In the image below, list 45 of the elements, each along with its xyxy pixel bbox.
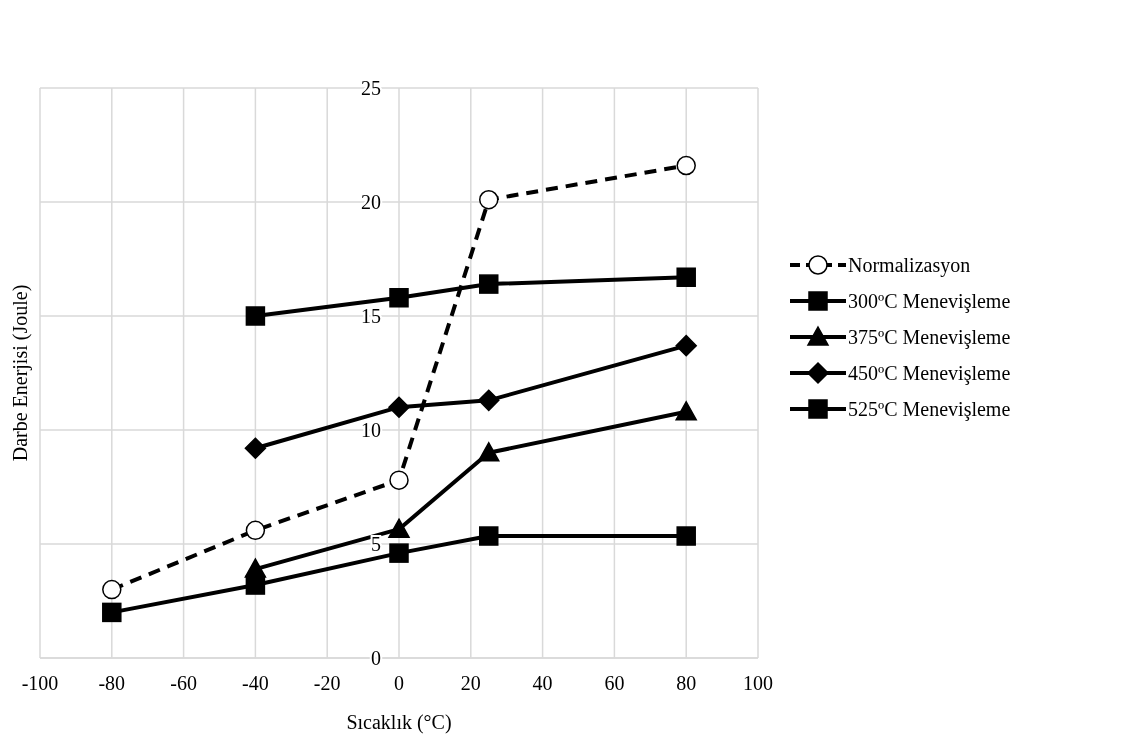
- point: [675, 334, 697, 357]
- point: [389, 543, 409, 563]
- point: [478, 442, 500, 462]
- x-tick-label: -20: [313, 672, 341, 695]
- point: [676, 526, 696, 546]
- y-axis-title: Darbe Enerjisi (Joule): [9, 284, 33, 462]
- point: [389, 470, 409, 490]
- x-tick-label: 80: [676, 672, 697, 695]
- legend-label: 525ºC Menevişleme: [848, 397, 1011, 421]
- point: [102, 579, 122, 600]
- point: [479, 274, 499, 294]
- point: [102, 602, 122, 623]
- x-tick-label: -100: [21, 672, 59, 695]
- point: [478, 389, 500, 412]
- y-tick-label: 25: [361, 77, 381, 99]
- x-tick-label: -60: [170, 672, 197, 695]
- x-tick-label: 0: [394, 672, 404, 695]
- point: [388, 396, 410, 418]
- x-tick-label: 60: [604, 672, 625, 695]
- x-tick-label: 20: [460, 672, 481, 695]
- x-tick-label: -80: [98, 672, 126, 695]
- x-tick-label: 100: [743, 672, 773, 695]
- y-tick-label: 15: [361, 305, 381, 327]
- point: [676, 155, 696, 176]
- legend-label: 300ºC Menevişleme: [848, 289, 1011, 313]
- legend-label: 450ºC Menevişleme: [848, 361, 1011, 385]
- point: [388, 518, 410, 538]
- y-tick-label: 0: [371, 647, 381, 669]
- point: [244, 558, 267, 578]
- point: [675, 401, 697, 421]
- legend-label: Normalizasyon: [848, 253, 971, 277]
- point: [479, 189, 499, 210]
- legend-label: 375ºC Menevişleme: [848, 325, 1011, 349]
- point: [245, 520, 266, 541]
- point: [245, 306, 266, 326]
- y-tick-label: 10: [361, 419, 381, 441]
- point: [479, 526, 499, 546]
- point: [389, 288, 409, 308]
- point: [244, 437, 267, 459]
- x-tick-label: 40: [532, 672, 553, 695]
- point: [676, 267, 696, 287]
- y-tick-label: 20: [361, 191, 381, 213]
- x-tick-label: -40: [242, 672, 269, 695]
- y-tick-label: 5: [371, 533, 381, 555]
- x-axis-title: Sıcaklık (°C): [346, 711, 452, 734]
